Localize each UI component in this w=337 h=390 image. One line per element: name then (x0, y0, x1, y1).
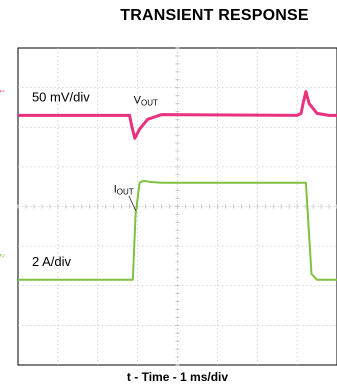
vout-channel-marker: 1 (0, 89, 4, 93)
iout-label-subscript: OUT (117, 188, 134, 197)
chart-title: TRANSIENT RESPONSE (120, 7, 309, 24)
vout-trace (18, 90, 337, 140)
iout-scale-label: 2 A/div (32, 254, 72, 269)
labels: 50 mV/div 1 2 A/div 2 VOUT IOUT (0, 89, 158, 268)
iout-leader-line (128, 195, 136, 211)
iout-label: IOUT (114, 184, 134, 197)
iout-channel-marker: 2 (0, 254, 4, 258)
grid (17, 47, 337, 366)
vout-scale-label: 50 mV/div (32, 89, 90, 104)
vout-label: VOUT (134, 94, 158, 107)
traces (18, 90, 337, 281)
x-axis-label: t - Time - 1 ms/div (126, 370, 229, 384)
iout-trace (18, 179, 337, 281)
vout-label-subscript: OUT (141, 98, 158, 107)
